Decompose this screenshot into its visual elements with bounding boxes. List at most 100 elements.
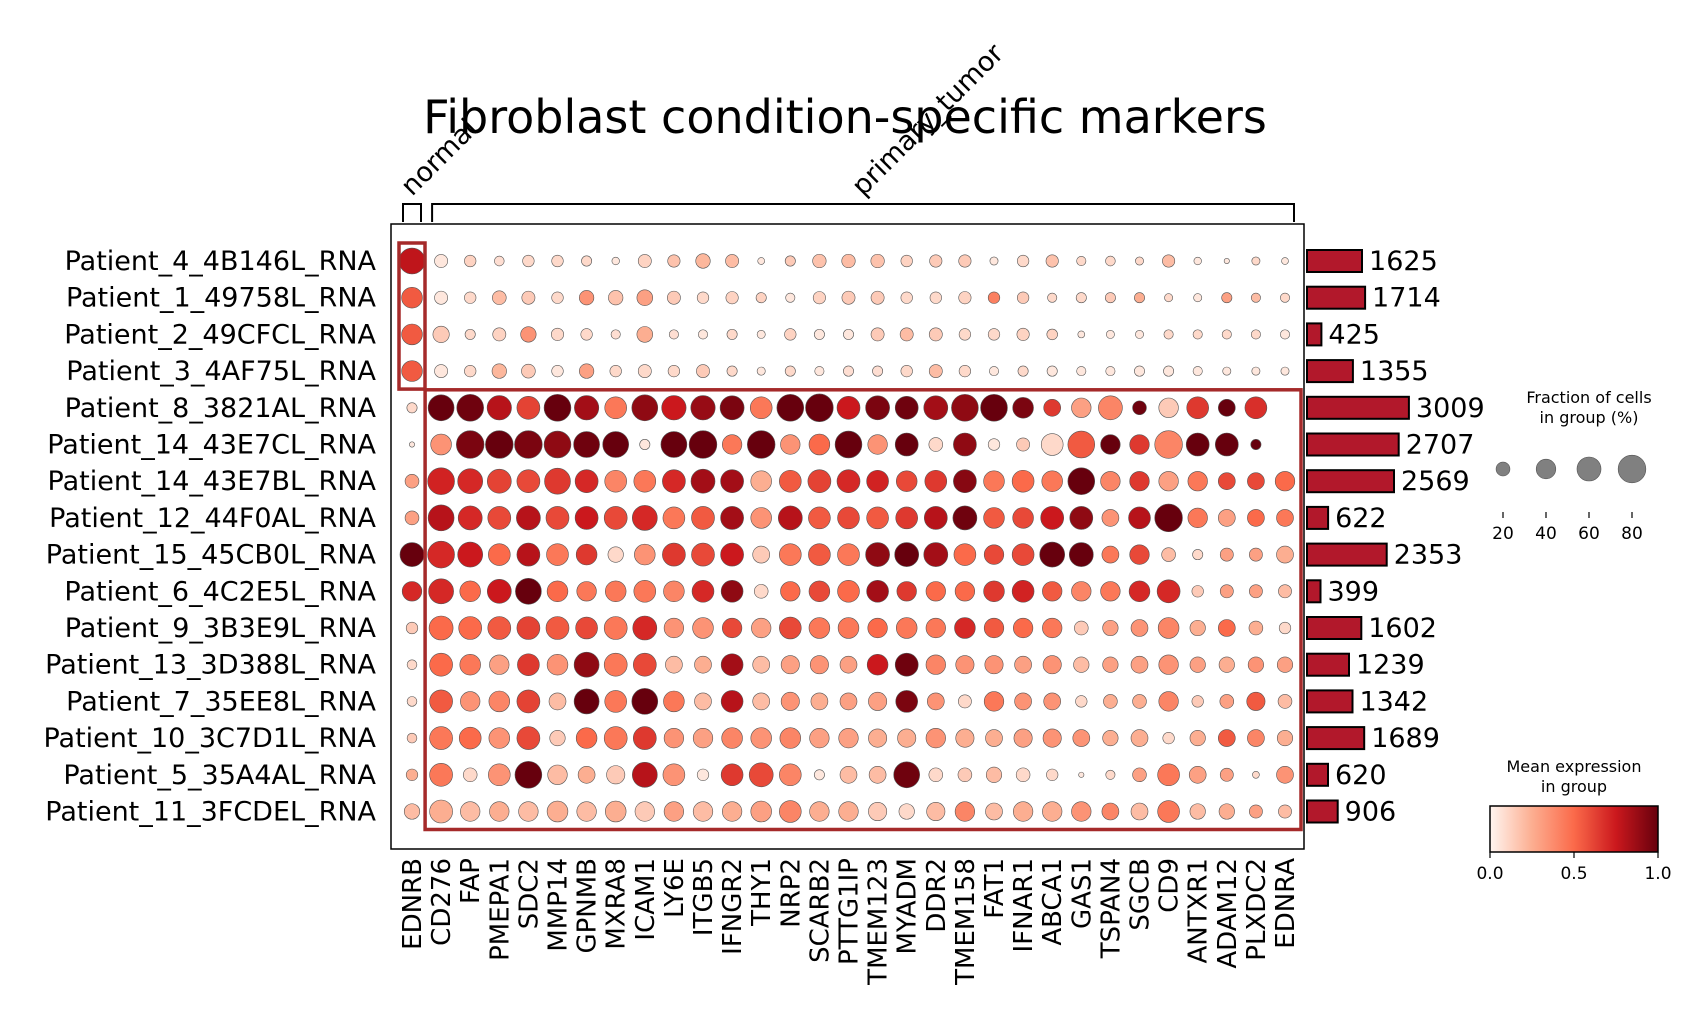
cell-count-bar bbox=[1306, 432, 1400, 457]
dot bbox=[894, 432, 919, 457]
dot bbox=[836, 395, 861, 420]
dot bbox=[808, 506, 831, 530]
dot bbox=[953, 469, 977, 494]
dot bbox=[928, 364, 943, 378]
dot bbox=[1274, 471, 1296, 492]
dot bbox=[401, 323, 423, 346]
dot bbox=[953, 432, 977, 457]
dot bbox=[429, 726, 453, 750]
dot bbox=[780, 691, 800, 711]
dot bbox=[1047, 292, 1058, 303]
dot bbox=[428, 578, 454, 605]
gene-label: SCARB2 bbox=[805, 858, 835, 963]
dot bbox=[663, 801, 685, 822]
dot bbox=[1128, 506, 1151, 530]
dot bbox=[1278, 584, 1292, 599]
dot bbox=[516, 726, 541, 750]
dot bbox=[457, 541, 484, 568]
dot bbox=[1250, 439, 1262, 450]
dot bbox=[1132, 400, 1147, 416]
dot bbox=[494, 255, 505, 267]
dot bbox=[1076, 366, 1087, 377]
dot bbox=[1046, 768, 1059, 781]
cell-count-label: 906 bbox=[1345, 797, 1397, 828]
dot bbox=[486, 395, 512, 421]
dot bbox=[636, 326, 653, 343]
gene-label: FAT1 bbox=[980, 858, 1010, 919]
dot bbox=[721, 801, 743, 822]
dot bbox=[895, 690, 918, 713]
dot bbox=[751, 617, 772, 639]
dot bbox=[488, 543, 511, 566]
dot bbox=[603, 726, 628, 750]
dot bbox=[464, 254, 477, 268]
dot bbox=[457, 468, 484, 495]
dot bbox=[720, 469, 744, 494]
dot bbox=[954, 581, 976, 602]
dot bbox=[1043, 692, 1061, 711]
dot bbox=[1158, 397, 1179, 418]
dot bbox=[637, 364, 652, 378]
dot bbox=[1040, 433, 1064, 456]
dot bbox=[808, 433, 831, 456]
cell-count-bar bbox=[1306, 726, 1366, 751]
sample-label: Patient_2_49CFCL_RNA bbox=[64, 319, 376, 350]
dot bbox=[987, 291, 1001, 304]
dot bbox=[1249, 804, 1263, 819]
cell-count-label: 1714 bbox=[1372, 283, 1441, 314]
dot bbox=[1071, 801, 1092, 822]
dot bbox=[575, 727, 598, 749]
dot bbox=[839, 766, 858, 784]
dot bbox=[694, 655, 712, 674]
dot bbox=[632, 652, 657, 677]
dot bbox=[923, 506, 948, 530]
dot bbox=[1247, 729, 1265, 747]
dot bbox=[928, 437, 944, 452]
dot bbox=[895, 470, 918, 492]
dot bbox=[580, 328, 593, 341]
dot bbox=[1276, 509, 1294, 527]
dot bbox=[427, 504, 455, 532]
dot bbox=[667, 290, 681, 305]
dot bbox=[688, 430, 718, 459]
dot bbox=[429, 652, 453, 677]
dot bbox=[1067, 467, 1096, 495]
dot bbox=[665, 655, 683, 674]
dot bbox=[456, 430, 485, 459]
dot bbox=[603, 616, 628, 640]
dot bbox=[868, 728, 888, 748]
dot bbox=[756, 366, 766, 376]
normal-highlight-box bbox=[397, 241, 427, 391]
cell-count-bar bbox=[1306, 652, 1350, 677]
dot bbox=[953, 543, 977, 566]
dot bbox=[634, 543, 656, 566]
dot bbox=[1016, 254, 1030, 268]
dot bbox=[866, 580, 889, 603]
gene-label: ADAM12 bbox=[1213, 858, 1243, 969]
dot bbox=[458, 616, 483, 640]
dot bbox=[577, 766, 596, 784]
gene-label: EDNRA bbox=[1271, 858, 1301, 949]
cell-count-bar bbox=[1306, 542, 1388, 567]
dot bbox=[576, 801, 597, 822]
dot bbox=[720, 763, 744, 787]
dot bbox=[546, 800, 569, 823]
dot bbox=[779, 727, 801, 749]
dot bbox=[1012, 397, 1034, 419]
dot bbox=[604, 690, 627, 713]
dot bbox=[464, 365, 477, 378]
gene-label: MXRA8 bbox=[602, 858, 632, 950]
dot bbox=[543, 394, 572, 422]
dot bbox=[1046, 328, 1058, 341]
dot bbox=[429, 762, 453, 787]
cell-count-bar bbox=[1306, 579, 1322, 604]
dot bbox=[406, 696, 418, 707]
tumor-highlight-box bbox=[423, 388, 1303, 832]
dot bbox=[515, 578, 542, 605]
dot bbox=[926, 802, 946, 821]
dot bbox=[1222, 366, 1232, 376]
dot bbox=[1011, 469, 1035, 493]
dot bbox=[1102, 730, 1119, 747]
dot bbox=[1246, 691, 1266, 711]
dot bbox=[609, 365, 622, 378]
